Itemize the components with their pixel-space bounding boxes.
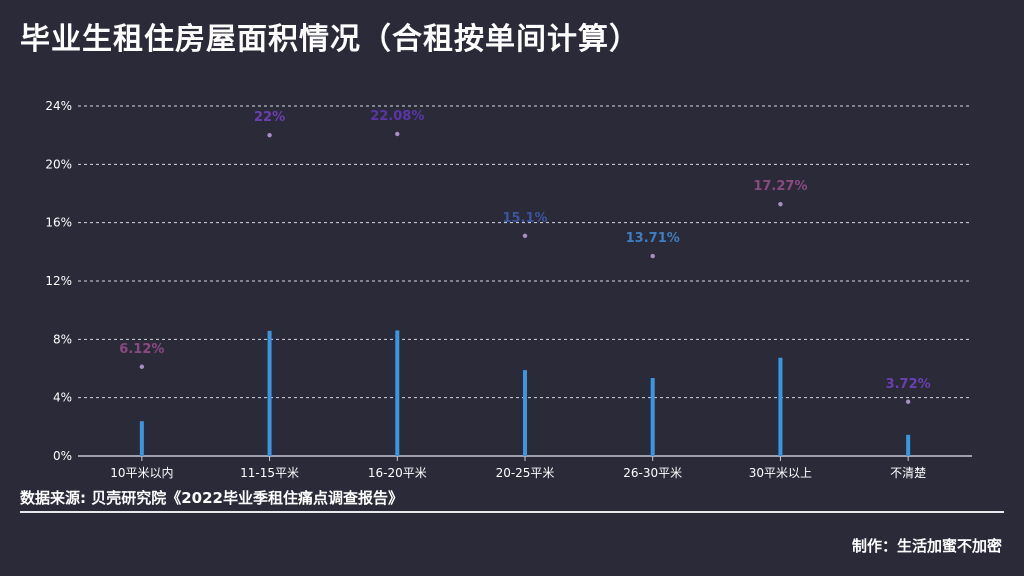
x-tick-label: 10平米以内 (110, 466, 173, 480)
bar (523, 370, 527, 456)
author-credit: 制作：生活加蜜不加密 (851, 537, 1002, 555)
data-source-note: 数据来源: 贝壳研究院《2022毕业季租住痛点调查报告》 (20, 489, 403, 507)
y-tick-label: 12% (45, 274, 72, 288)
x-tick-label: 16-20平米 (368, 466, 427, 480)
footer-divider (20, 511, 1004, 513)
x-tick-label: 不清楚 (890, 466, 926, 480)
value-marker (522, 233, 528, 238)
bar (778, 357, 783, 456)
data-label: 13.71% (626, 231, 680, 246)
value-marker (650, 253, 655, 259)
data-label: 22.08% (370, 109, 424, 124)
value-marker (778, 201, 783, 207)
data-label: 6.12% (119, 342, 164, 357)
data-label: 3.72% (886, 377, 931, 392)
grid-layer (78, 105, 972, 399)
x-tick-label: 26-30平米 (623, 466, 682, 480)
value-marker (905, 399, 911, 404)
data-label: 17.27% (753, 179, 807, 194)
data-label: 15.1% (502, 211, 547, 226)
y-tick-label: 8% (53, 332, 72, 346)
y-tick-label: 4% (53, 391, 72, 405)
bar (650, 378, 655, 456)
x-tick-label: 11-15平米 (240, 466, 299, 480)
value-marker (267, 132, 272, 138)
x-tick-label: 20-25平米 (496, 466, 555, 480)
y-tick-label: 0% (53, 449, 72, 463)
x-tick-label: 30平米以上 (749, 466, 812, 480)
bar (906, 434, 911, 456)
chart-title: 毕业生租住房屋面积情况（合租按单间计算） (20, 22, 640, 57)
value-marker (139, 364, 145, 369)
bar (267, 330, 272, 456)
data-label: 22% (254, 110, 285, 125)
y-tick-label: 24% (45, 99, 72, 113)
marker-layer: 6.12% 22% 22.08% 15.1% 13.71% 17.27% 3.72% (119, 109, 931, 404)
y-tick-label: 16% (45, 216, 72, 230)
value-marker (395, 131, 400, 137)
bar-layer (139, 330, 911, 456)
bar (139, 421, 144, 456)
y-tick-label: 20% (45, 157, 72, 171)
bar (395, 330, 400, 456)
axis-layer: 0% 4% 8% 12% 16% 20% 24% 10平米以内 11-15平米 16-20平米 20… (45, 99, 972, 480)
